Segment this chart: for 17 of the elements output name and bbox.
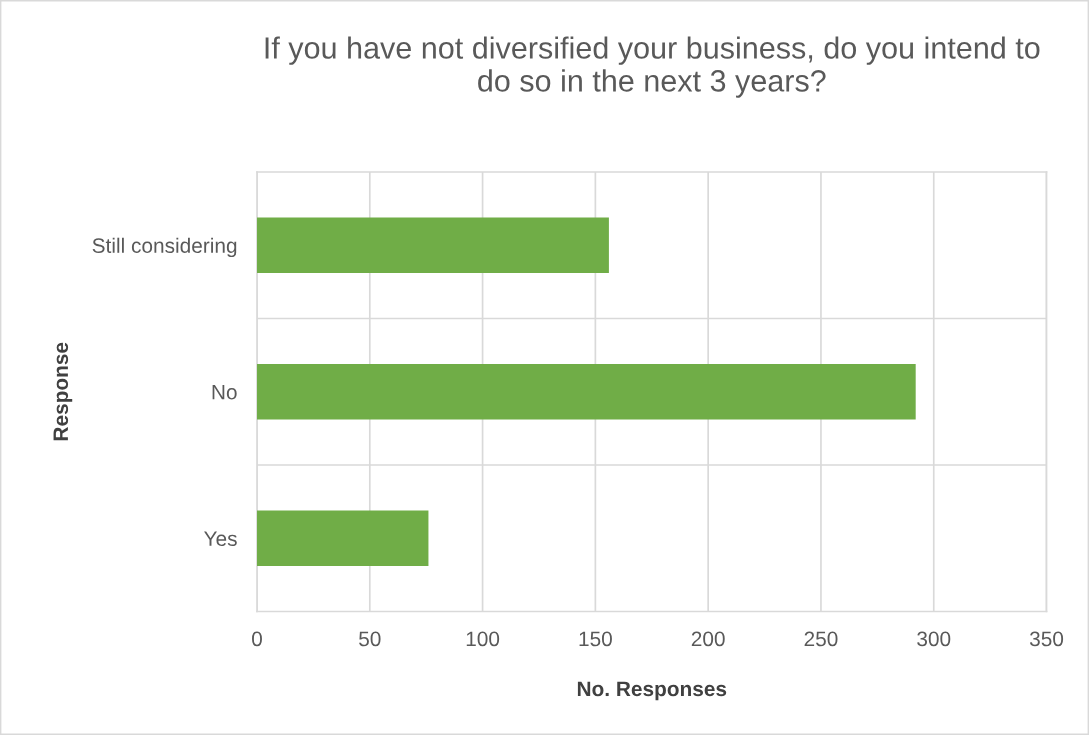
x-tick-label: 50 — [359, 631, 381, 647]
y-tick-label: Yes — [204, 531, 237, 547]
chart-title: If you have not diversified your business, do you intend to do so in the next 3 years? — [265, 36, 1040, 98]
x-tick-label: 300 — [917, 631, 951, 647]
x-tick-label: 100 — [466, 631, 500, 647]
y-tick-label: Still considering — [92, 237, 237, 258]
x-tick-label: 250 — [804, 631, 838, 647]
x-tick-label: 0 — [252, 631, 262, 647]
bar — [257, 510, 429, 567]
bar — [257, 363, 916, 420]
y-axis-title: Response — [53, 342, 73, 441]
bar — [257, 217, 609, 274]
x-tick-label: 350 — [1029, 631, 1064, 647]
x-axis-title: No. Responses — [577, 681, 727, 701]
y-tick-label: No — [212, 384, 237, 400]
x-tick-label: 200 — [691, 631, 725, 647]
x-tick-label: 150 — [579, 631, 612, 647]
